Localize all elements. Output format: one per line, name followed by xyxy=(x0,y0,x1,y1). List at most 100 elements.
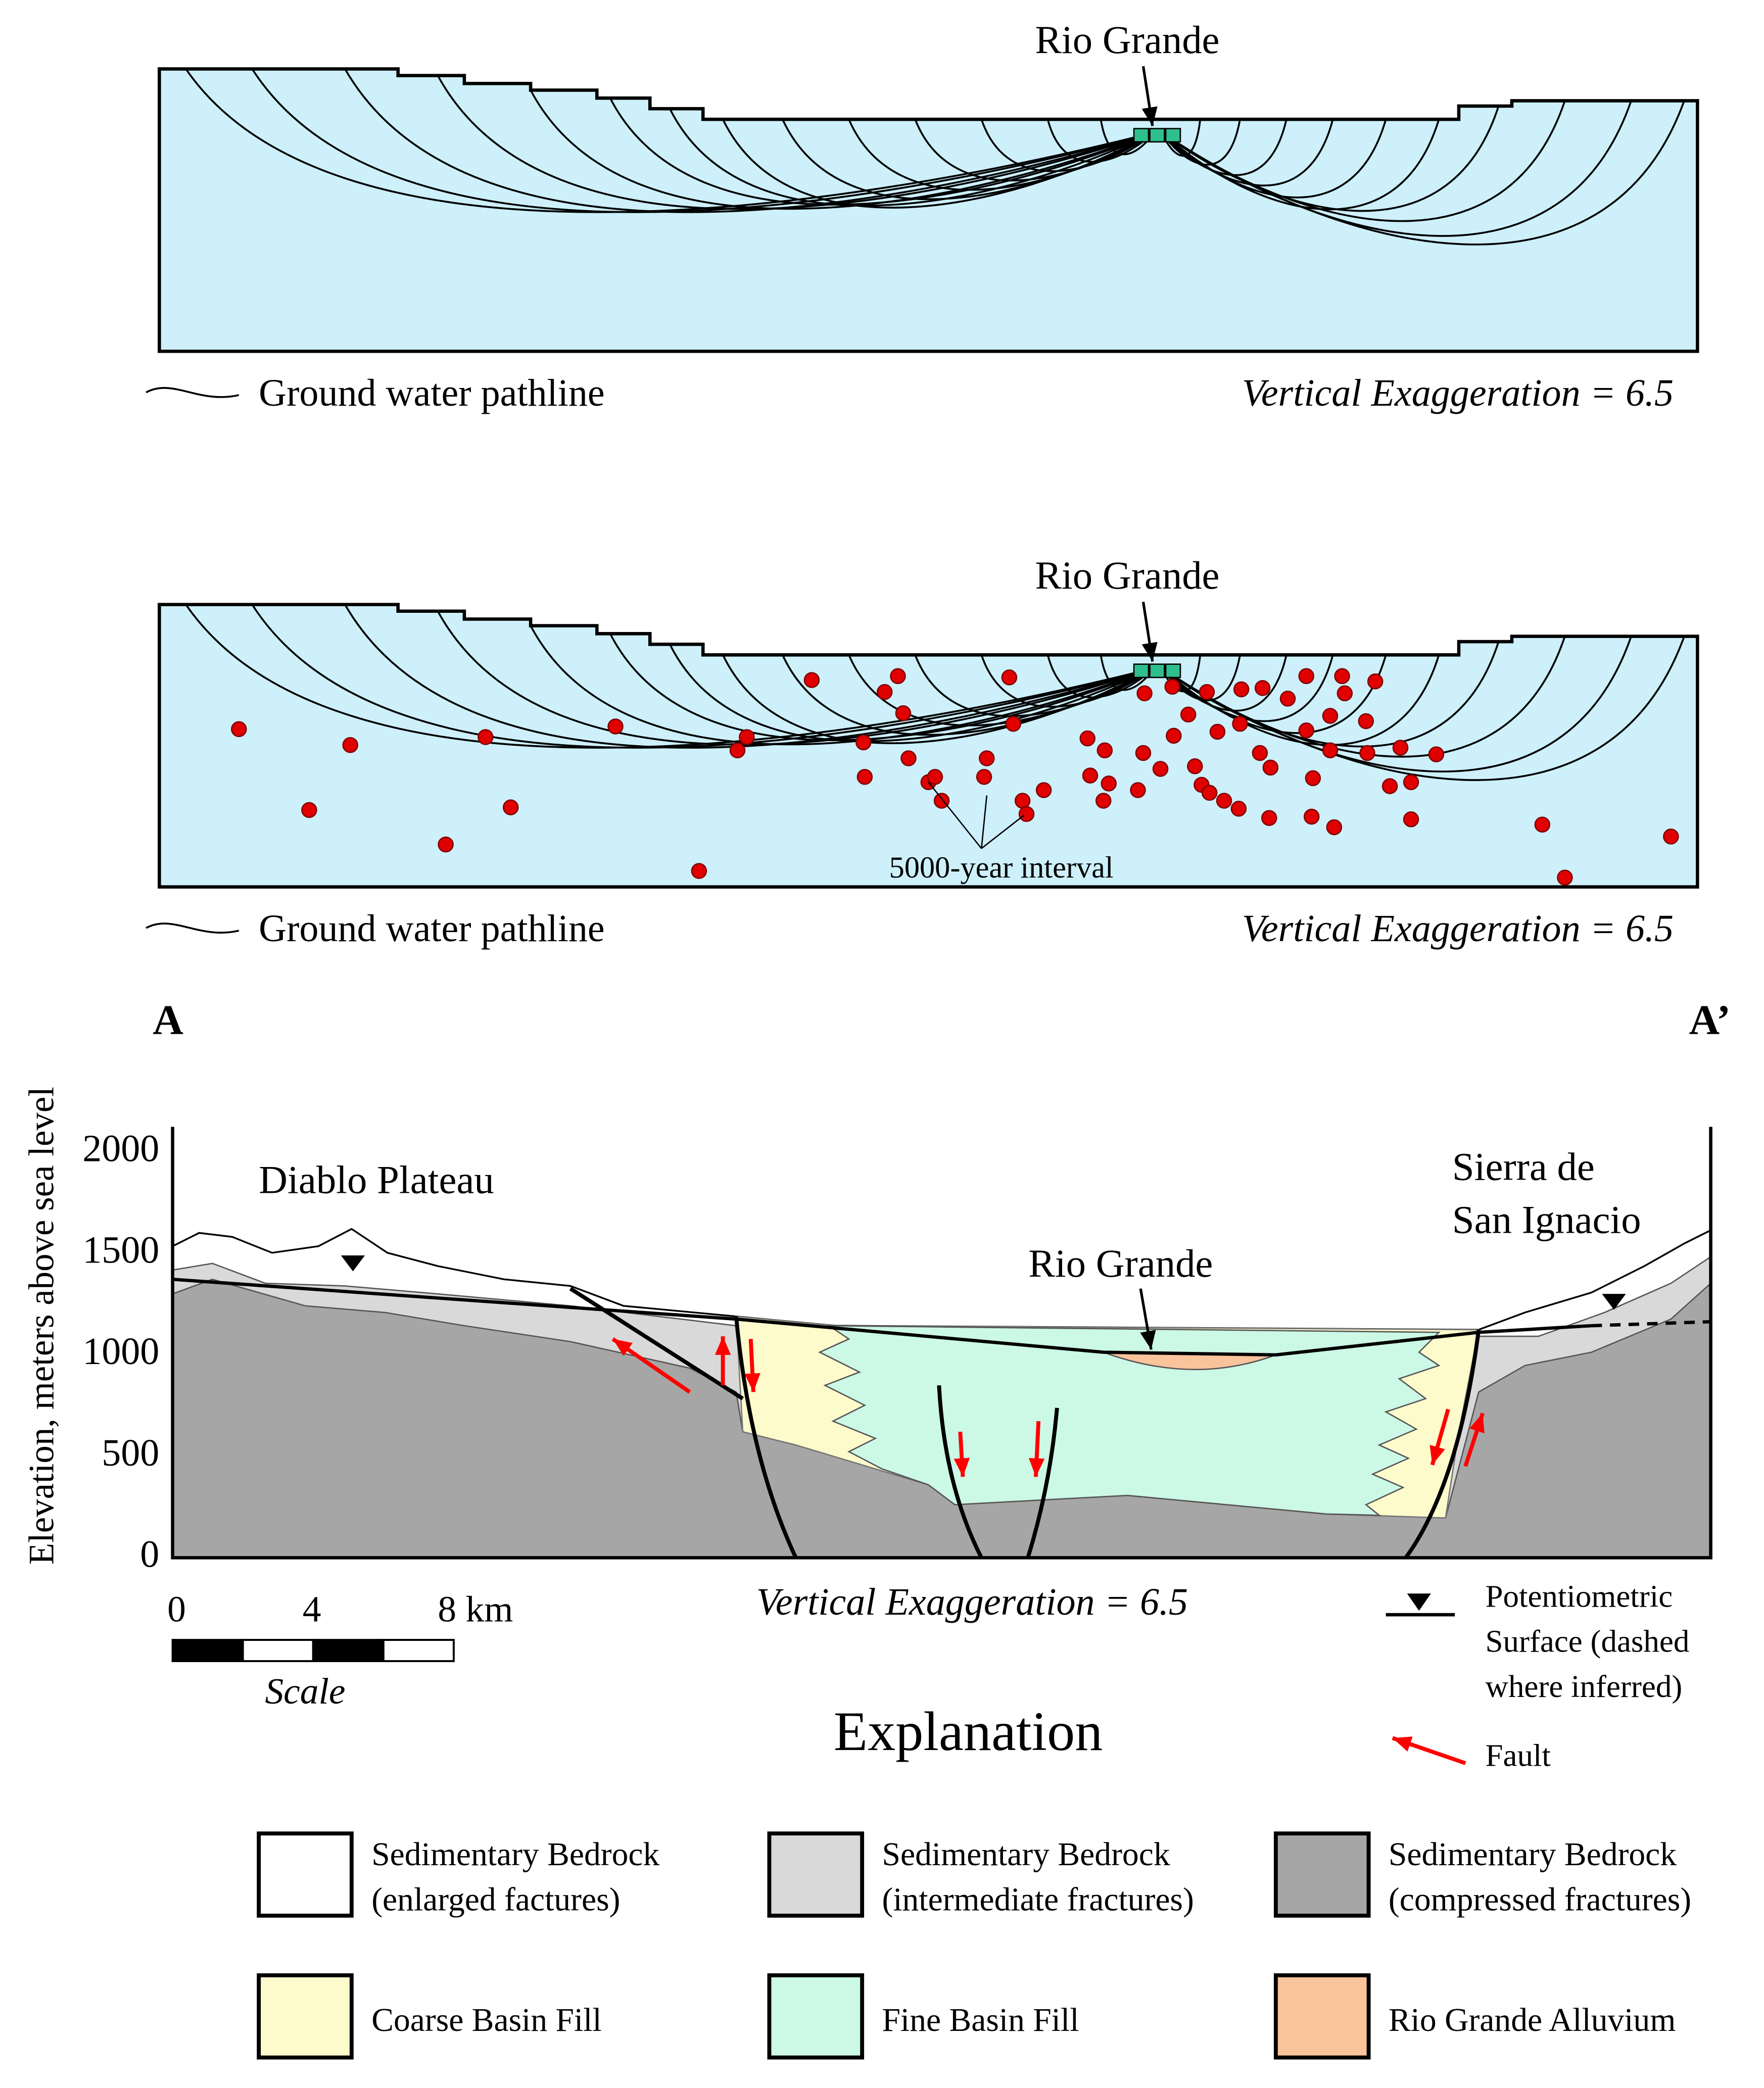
travel-time-dot xyxy=(1359,745,1375,761)
travel-time-dot xyxy=(1334,668,1350,685)
river-cell xyxy=(1165,663,1181,678)
interval-leader xyxy=(981,814,1025,849)
fault-line xyxy=(569,1287,744,1400)
travel-time-dot xyxy=(1392,740,1409,756)
travel-time-dot xyxy=(927,768,943,785)
faults xyxy=(569,1287,1481,1559)
pointer-arrow-head xyxy=(1141,642,1158,662)
scale-bar-segment xyxy=(242,1639,314,1662)
interval-leader xyxy=(928,782,982,849)
travel-time-dot xyxy=(1233,681,1250,698)
fault-arrow-head xyxy=(953,1458,970,1477)
travel-time-dot xyxy=(1428,746,1445,762)
scale-bar-segment xyxy=(382,1639,455,1662)
fault-arrow-head xyxy=(612,1339,633,1356)
travel-time-dot xyxy=(1005,716,1022,732)
pathline xyxy=(980,654,1155,708)
travel-time-dot xyxy=(1358,713,1374,730)
potentiometric-legend-marker xyxy=(1407,1593,1431,1611)
scale-bar-segment xyxy=(312,1639,385,1662)
travel-time-dot xyxy=(1199,684,1215,700)
travel-time-dot xyxy=(342,737,358,753)
potentiometric-inferred xyxy=(1591,1320,1711,1328)
travel-time-dot xyxy=(1557,869,1573,886)
pathline xyxy=(530,625,1155,746)
travel-time-dot xyxy=(1305,770,1321,787)
legend-label: Ground water pathline xyxy=(259,907,604,950)
y-tick-label: 0 xyxy=(140,1533,159,1576)
legend-swatch xyxy=(1273,1831,1371,1918)
potentiometric-legend-text: Surface (dashed xyxy=(1485,1624,1689,1659)
travel-time-dot xyxy=(1663,829,1679,845)
travel-time-dot xyxy=(1135,745,1152,761)
river-label: Rio Grande xyxy=(1035,18,1219,62)
travel-time-dot xyxy=(607,718,624,735)
legend-label: Ground water pathline xyxy=(259,372,604,414)
river-label: Rio Grande xyxy=(1035,554,1219,598)
fine-basin-fill xyxy=(818,1325,1441,1516)
legend-text: (compressed fractures) xyxy=(1389,1881,1691,1918)
scale-tick-label: 0 xyxy=(167,1588,186,1629)
fault-arrow-head xyxy=(1392,1736,1413,1752)
legend-text: Sedimentary Bedrock xyxy=(882,1836,1170,1873)
pathline xyxy=(437,610,1155,746)
pathlines xyxy=(185,604,1685,781)
travel-time-dot xyxy=(301,802,317,818)
water-table-marker xyxy=(341,1255,365,1272)
legend-text: (enlarged factures) xyxy=(371,1881,620,1918)
fault-legend-text: Fault xyxy=(1485,1737,1551,1773)
rio-grande-alluvium xyxy=(1103,1351,1276,1371)
fault-arrow-head xyxy=(714,1336,731,1355)
interval-leader xyxy=(981,795,988,849)
travel-time-dot xyxy=(1096,742,1113,759)
travel-time-dot xyxy=(1209,723,1226,740)
travel-time-dot xyxy=(1322,708,1339,724)
y-tick-label: 2000 xyxy=(82,1128,159,1170)
interval-label: 5000-year interval xyxy=(889,851,1114,885)
travel-time-dot xyxy=(1381,778,1398,794)
travel-time-dot xyxy=(855,734,872,751)
travel-time-dot xyxy=(1337,685,1353,702)
travel-time-dot xyxy=(1152,761,1169,777)
pathline xyxy=(530,89,1155,210)
legend-text: Fine Basin Fill xyxy=(882,2002,1079,2038)
fault-line xyxy=(1404,1329,1481,1559)
pathline xyxy=(344,604,1154,749)
travel-time-dot xyxy=(979,750,995,766)
travel-time-dot xyxy=(1216,793,1232,809)
pathline xyxy=(1161,119,1288,176)
explanation: Explanation Sedimentary Bedrock (enlarged … xyxy=(257,1701,1691,2060)
potentiometric-legend-text: Potentiometric xyxy=(1485,1578,1673,1614)
pathline xyxy=(344,68,1154,213)
y-axis-label: Elevation, meters above sea level xyxy=(22,1087,61,1565)
fault-arrow-head xyxy=(1429,1445,1445,1465)
potentiometric-legend-text: where inferred) xyxy=(1485,1669,1682,1704)
y-tick-label: 1000 xyxy=(82,1330,159,1373)
travel-time-dot xyxy=(856,768,873,785)
fault-arrow-head xyxy=(744,1373,760,1392)
travel-time-dot xyxy=(1232,716,1248,732)
travel-time-dot xyxy=(803,672,820,688)
travel-time-dot xyxy=(877,684,893,700)
pathline xyxy=(1161,641,1500,748)
travel-time-dot xyxy=(1166,727,1182,744)
travel-time-dot xyxy=(1187,758,1203,774)
travel-time-dot xyxy=(1367,673,1384,690)
travel-time-dot xyxy=(1079,730,1095,747)
place-label: Sierra de xyxy=(1452,1145,1595,1189)
legend-swatch xyxy=(257,1831,354,1918)
travel-time-dot xyxy=(1164,678,1180,695)
travel-time-dot xyxy=(895,705,912,721)
pathlines xyxy=(185,68,1685,246)
legend-text: (intermediate fractures) xyxy=(882,1881,1194,1918)
legend-text: Sedimentary Bedrock xyxy=(1389,1836,1677,1873)
cross-section: A A’ 0 500 1000 1500 2000 Elevation, meters abo… xyxy=(22,997,1731,1773)
travel-time-dot xyxy=(976,768,992,785)
river-cell xyxy=(1149,128,1165,143)
y-tick-label: 500 xyxy=(102,1432,159,1474)
pointer-arrow-head xyxy=(1141,106,1158,126)
scale-bar-segment xyxy=(171,1639,244,1662)
river-cell xyxy=(1133,663,1150,678)
pathline-panel: Rio Grande Ground water pathline Vertical … xyxy=(146,554,1699,950)
